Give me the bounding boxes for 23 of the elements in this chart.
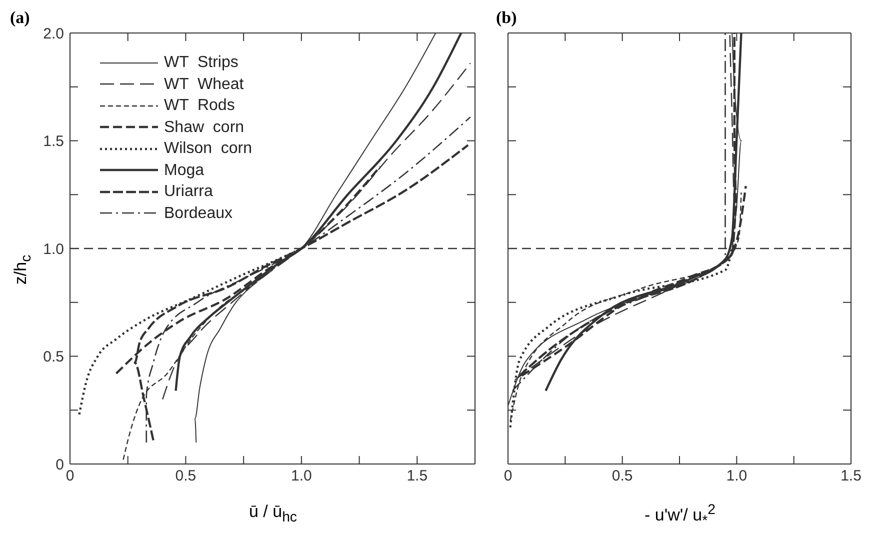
legend-label: Uriarra <box>164 182 213 202</box>
y-tick-label: 1.0 <box>43 240 64 258</box>
y-tick-label: 2.0 <box>43 25 64 42</box>
x-tick-label: 1.0 <box>726 468 748 485</box>
legend-label: WT Wheat <box>164 74 244 94</box>
chart-title: (b) <box>496 8 517 28</box>
legend-label: Wilson corn <box>164 139 252 159</box>
x-tick-label: 0.5 <box>175 468 196 485</box>
x-tick-label: 1.5 <box>840 468 862 485</box>
y-tick-label: 1.5 <box>43 133 64 150</box>
chart-title: (a) <box>10 8 30 28</box>
y-tick-label: 0.5 <box>43 348 64 366</box>
x-axis-title: ū / ū$_{hc}$ <box>248 502 298 526</box>
x-tick-label: 0 <box>504 468 512 485</box>
y-tick-label: 0 <box>56 456 64 474</box>
legend-label: Moga <box>164 160 204 180</box>
x-tick-label: 0.5 <box>612 468 633 485</box>
x-tick-label: 1.0 <box>291 468 312 485</box>
x-tick-label: 1.5 <box>406 468 428 485</box>
legend-label: Bordeaux <box>164 204 232 224</box>
legend-label: Shaw corn <box>164 118 244 138</box>
legend-label: WT Rods <box>164 96 235 116</box>
legend-label: WT Strips <box>164 53 238 73</box>
